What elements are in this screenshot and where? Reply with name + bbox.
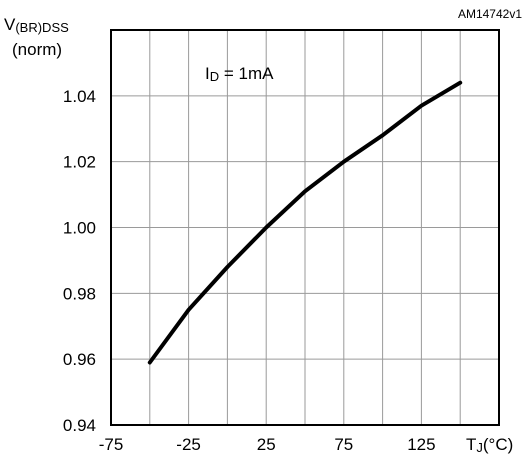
data-point bbox=[148, 361, 151, 364]
annotation-subscript: D bbox=[210, 69, 219, 84]
x-tick-label: 75 bbox=[334, 435, 353, 454]
figure-id: AM14742v1 bbox=[458, 7, 522, 21]
y-tick-label: 1.00 bbox=[63, 219, 96, 238]
y-axis-label-main: V bbox=[4, 15, 16, 34]
x-tick-label: -25 bbox=[176, 435, 201, 454]
y-tick-label: 1.04 bbox=[63, 87, 96, 106]
y-tick-label: 1.02 bbox=[63, 153, 96, 172]
data-point bbox=[303, 190, 307, 193]
y-tick-label: 0.96 bbox=[63, 350, 96, 369]
plot-frame bbox=[110, 29, 500, 426]
data-point bbox=[187, 308, 190, 311]
x-axis-label-unit: (°C) bbox=[483, 435, 513, 454]
x-tick-label: -75 bbox=[99, 435, 124, 454]
data-point bbox=[226, 265, 229, 269]
annotation-rest: = 1mA bbox=[219, 64, 274, 83]
y-axis-unit-label: (norm) bbox=[12, 40, 62, 59]
annotation-label: ID = 1mA bbox=[205, 64, 274, 84]
data-point bbox=[381, 134, 384, 137]
data-point bbox=[459, 81, 462, 84]
grid-layer bbox=[111, 30, 499, 425]
data-point bbox=[342, 160, 345, 163]
y-axis-label: V(BR)DSS bbox=[4, 15, 69, 35]
data-point bbox=[265, 226, 268, 229]
x-tick-label: 25 bbox=[257, 435, 276, 454]
y-tick-label: 0.98 bbox=[63, 284, 96, 303]
y-axis-label-subscript: (BR)DSS bbox=[15, 20, 69, 35]
y-tick-label: 0.94 bbox=[63, 416, 96, 435]
x-tick-label: 125 bbox=[407, 435, 435, 454]
series-layer bbox=[147, 80, 463, 365]
tick-label-layer: 0.94 0.96 0.98 1.00 1.02 1.04 -75 -25 25 75 125 bbox=[63, 87, 436, 454]
annotation-main: I bbox=[205, 64, 210, 83]
x-axis-label-main: T bbox=[466, 435, 476, 454]
data-point bbox=[420, 104, 423, 107]
x-axis-label: TJ(°C) bbox=[466, 435, 513, 455]
x-axis-label-subscript: J bbox=[476, 440, 483, 455]
